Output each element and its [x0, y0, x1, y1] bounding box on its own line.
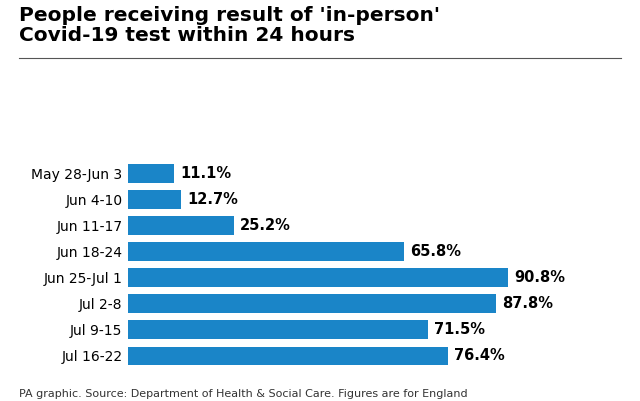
Text: 87.8%: 87.8%	[502, 296, 553, 311]
Bar	[128, 346, 448, 365]
Bar	[128, 190, 181, 209]
Bar	[128, 242, 404, 261]
Bar	[128, 294, 496, 313]
Text: People receiving result of 'in-person': People receiving result of 'in-person'	[19, 6, 440, 25]
Text: 25.2%: 25.2%	[240, 218, 291, 233]
Bar	[128, 268, 508, 287]
Text: 71.5%: 71.5%	[434, 322, 485, 337]
Text: 76.4%: 76.4%	[454, 348, 505, 363]
Bar	[128, 164, 175, 183]
Text: 12.7%: 12.7%	[188, 192, 238, 207]
Bar	[128, 216, 234, 235]
Text: 11.1%: 11.1%	[180, 166, 232, 181]
Text: Covid-19 test within 24 hours: Covid-19 test within 24 hours	[19, 26, 355, 45]
Bar	[128, 320, 428, 339]
Text: PA graphic. Source: Department of Health & Social Care. Figures are for England: PA graphic. Source: Department of Health…	[19, 389, 468, 399]
Text: 65.8%: 65.8%	[410, 244, 461, 259]
Text: 90.8%: 90.8%	[515, 270, 566, 285]
